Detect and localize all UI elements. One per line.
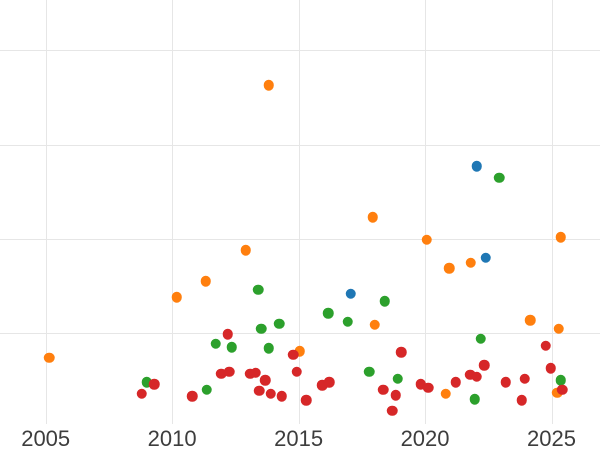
scatter-point-orange — [465, 257, 476, 268]
scatter-point-red — [224, 366, 235, 378]
scatter-point-red — [136, 388, 148, 399]
scatter-point-red — [291, 366, 303, 378]
x-gridline — [298, 0, 300, 424]
x-gridline — [551, 0, 553, 424]
scatter-point-red — [519, 373, 530, 384]
scatter-point-red — [415, 378, 426, 390]
scatter-point-red — [250, 367, 261, 379]
scatter-point-red — [386, 405, 398, 416]
scatter-point-green — [263, 343, 274, 354]
scatter-point-red — [324, 377, 335, 388]
scatter-point-red — [471, 371, 482, 382]
scatter-point-green — [141, 377, 152, 388]
scatter-point-green — [256, 323, 267, 334]
scatter-point-red — [557, 384, 568, 396]
scatter-point-red — [516, 394, 527, 406]
scatter-point-green — [342, 316, 354, 328]
scatter-point-red — [215, 368, 227, 380]
scatter-point-red — [478, 360, 490, 371]
y-gridline — [0, 333, 600, 335]
scatter-point-orange — [171, 292, 182, 303]
scatter-point-green — [555, 375, 567, 386]
scatter-point-red — [545, 362, 556, 374]
x-gridline — [425, 0, 427, 424]
scatter-point-red — [395, 346, 407, 358]
scatter-point-orange — [525, 314, 536, 326]
y-gridline — [0, 144, 600, 146]
scatter-point-orange — [555, 231, 567, 243]
scatter-point-blue — [345, 288, 357, 299]
scatter-point-red — [316, 379, 328, 391]
scatter-point-red — [423, 382, 434, 394]
x-tick-label-2025: 2025 — [527, 426, 576, 450]
scatter-point-green — [226, 342, 238, 353]
scatter-point-orange — [553, 323, 565, 334]
scatter-point-orange — [240, 245, 252, 256]
scatter-point-green — [253, 284, 264, 296]
scatter-point-green — [469, 394, 481, 405]
scatter-point-red — [265, 388, 277, 399]
scatter-point-red — [222, 328, 234, 340]
x-tick-label-2015: 2015 — [274, 426, 324, 450]
scatter-point-orange — [367, 212, 379, 223]
scatter-point-orange — [440, 388, 451, 399]
scatter-point-red — [276, 391, 287, 402]
scatter-point-red — [540, 340, 551, 351]
scatter-point-red — [377, 384, 389, 396]
scatter-point-orange — [421, 234, 433, 246]
scatter-point-green — [274, 318, 285, 330]
scatter-point-blue — [471, 161, 482, 172]
scatter-point-orange — [444, 262, 455, 274]
scatter-point-red — [390, 390, 401, 401]
scatter-point-red — [149, 378, 160, 390]
scatter-point-orange — [369, 319, 380, 330]
x-tick-label-2010: 2010 — [147, 426, 197, 450]
scatter-point-orange — [294, 345, 306, 357]
scatter-point-orange — [263, 79, 274, 91]
scatter-point-green — [475, 333, 486, 345]
scatter-point-green — [201, 384, 213, 396]
scatter-point-orange — [44, 352, 55, 363]
scatter-point-green — [379, 295, 391, 307]
scatter-point-green — [392, 373, 404, 384]
scatter-point-red — [244, 368, 256, 380]
scatter-point-blue — [480, 252, 491, 264]
scatter-point-red — [464, 369, 476, 380]
scatter-point-green — [210, 338, 221, 349]
scatter-point-red — [450, 377, 462, 388]
x-gridline — [172, 0, 174, 424]
x-gridline — [45, 0, 47, 424]
y-gridline — [0, 238, 600, 240]
scatter-point-green — [323, 308, 334, 319]
scatter-point-red — [259, 375, 271, 386]
scatter-point-orange — [200, 276, 212, 287]
x-tick-label-2020: 2020 — [400, 426, 450, 450]
x-tick-label-2005: 2005 — [21, 426, 71, 450]
scatter-point-red — [288, 349, 299, 361]
y-gridline — [0, 50, 600, 52]
scatter-point-green — [493, 172, 505, 183]
scatter-point-red — [254, 385, 265, 397]
scatter-point-red — [500, 377, 511, 388]
scatter-point-red — [186, 391, 198, 402]
scatter-point-red — [301, 394, 312, 406]
scatter-point-green — [364, 366, 375, 378]
